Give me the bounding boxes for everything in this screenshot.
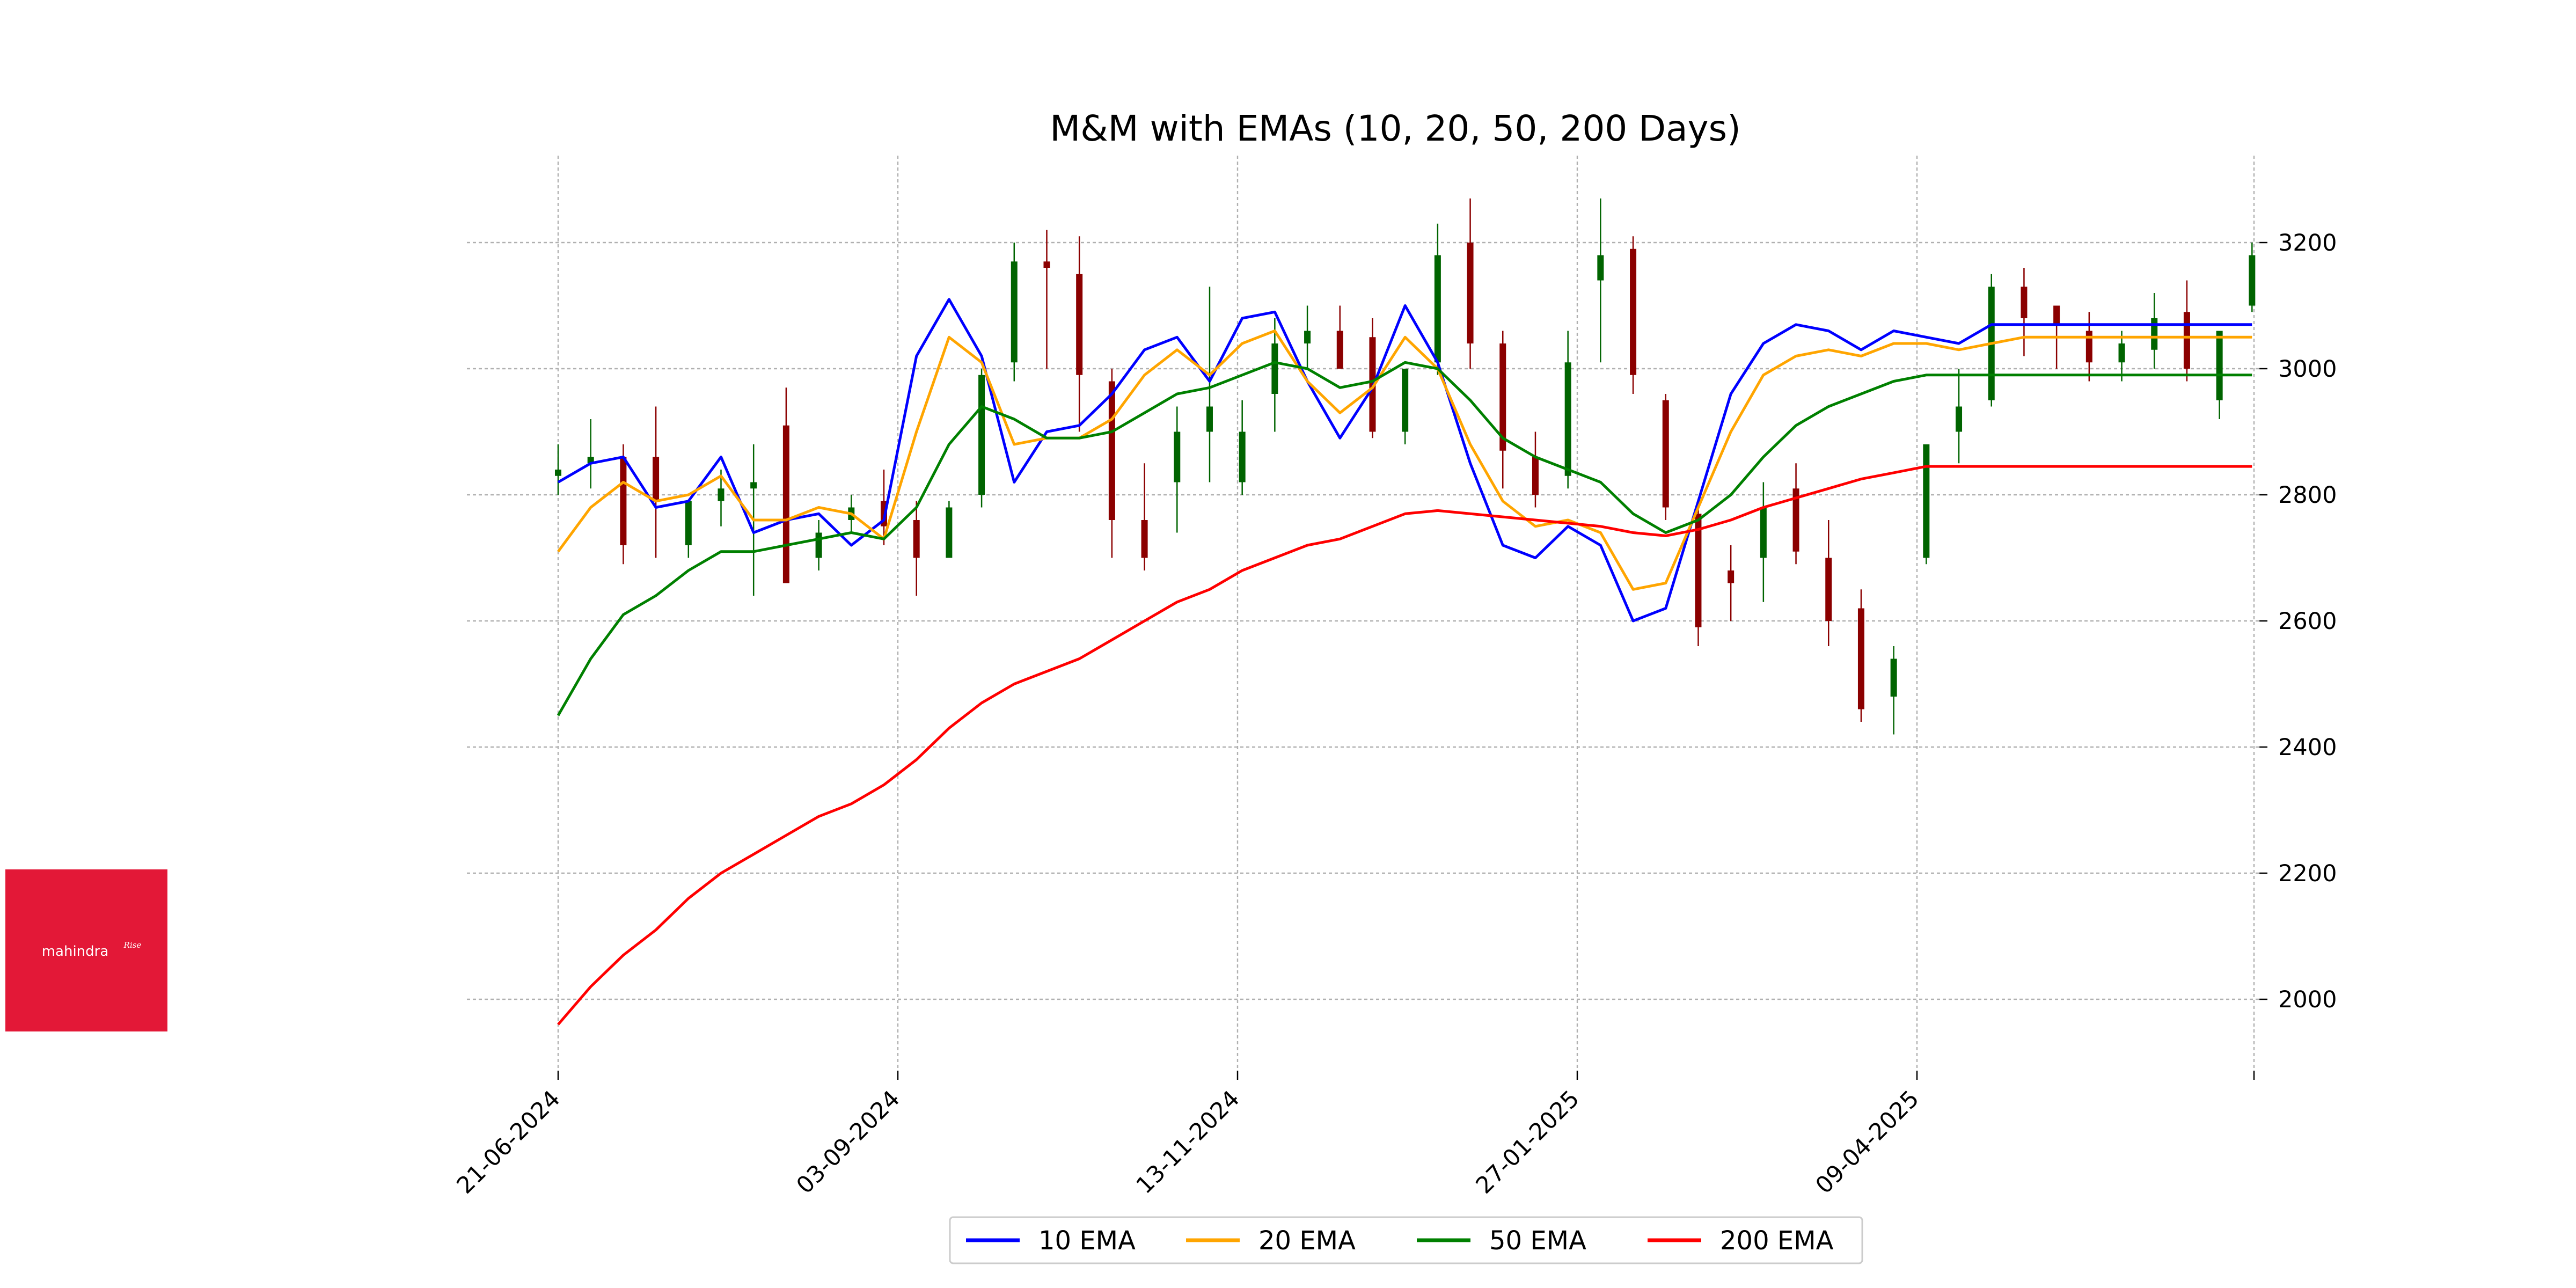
candle-body [718,488,724,501]
candle-body [1467,243,1474,343]
candle-body [2085,331,2092,363]
candle-body [1728,570,1735,583]
y-tick-label: 3200 [2278,230,2337,257]
candle-body [653,457,660,501]
grid-lines [467,156,2259,1068]
logo-background [5,869,167,1031]
candle-body [1434,255,1441,363]
candlesticks [555,198,2256,735]
candle-body [1923,444,1930,558]
candle-body [1141,520,1148,558]
candle-body [1174,431,1181,482]
candle-body [1336,331,1343,369]
candle-body [620,457,627,545]
candle-body [913,520,920,558]
x-tick-label: 21-06-2024 [452,1085,566,1199]
x-tick-label: 13-11-2024 [1131,1085,1245,1199]
50-ema-line [557,361,2252,716]
candle-body [1532,457,1539,495]
candle-body [2021,287,2028,318]
y-tick-label: 2000 [2278,986,2337,1013]
x-tick-label: 03-09-2024 [792,1085,905,1199]
candle-body [1402,369,1409,432]
mahindra-logo: mahindra Rise [5,869,167,1031]
candle-body [1956,406,1963,432]
y-tick-label: 2600 [2278,608,2337,635]
candle-body [1695,514,1702,627]
legend-frame [949,1216,1863,1264]
candle-body [1076,274,1083,375]
candle-body [587,457,594,464]
candle-body [1304,331,1311,343]
candle-body [2053,305,2060,325]
200-ema-line [557,465,2252,1026]
y-tick-label: 2400 [2278,734,2337,761]
candle-body [1206,406,1213,432]
candle-body [1011,261,1018,363]
candle-body [2216,331,2223,400]
candle-body [1662,400,1669,508]
candle-body [2249,255,2256,306]
candle-body [1825,558,1832,621]
legend-label-20-ema: 20 EMA [1258,1226,1356,1256]
candle-body [2183,312,2190,369]
candle-body [946,507,953,558]
candle-body [1499,343,1506,451]
logo-text: mahindra [42,943,109,960]
x-tick-label: 27-01-2025 [1471,1085,1585,1199]
candle-body [1630,248,1637,375]
candle-body [1108,381,1115,520]
legend-label-200-ema: 200 EMA [1720,1226,1834,1256]
candle-body [1271,343,1278,394]
candle-body [1760,507,1767,558]
y-tick-label: 2200 [2278,860,2337,887]
candle-body [1857,608,1864,709]
20-ema-line [557,330,2252,591]
ema-lines [557,298,2252,1026]
candle-body [815,532,822,558]
10-ema-line [557,298,2252,623]
candle-body [1792,488,1799,552]
y-tick-label: 2800 [2278,482,2337,509]
x-axis: 21-06-2024 03-09-2024 13-11-2024 27-01-2025… [452,1071,2255,1199]
candle-body [1597,255,1604,281]
candle-body [2118,343,2125,363]
candle-body [1890,658,1897,697]
candle-body [782,425,789,583]
candle-body [1239,431,1246,482]
y-axis: 2000 2200 2400 2600 2800 3000 3200 [2259,230,2337,1013]
legend-label-10-ema: 10 EMA [1038,1226,1136,1256]
candle-body [1564,362,1571,476]
candle-body [2151,318,2158,350]
candle-body [1043,261,1050,268]
legend: 10 EMA 20 EMA 50 EMA 200 EMA [949,1216,1863,1264]
chart-title: M&M with EMAs (10, 20, 50, 200 Days) [1050,108,1740,149]
candle-body [555,470,561,476]
candle-body [750,482,757,489]
logo-superscript: Rise [123,940,142,950]
y-tick-label: 3000 [2278,356,2337,383]
candle-body [978,375,985,495]
candle-body [685,501,692,545]
legend-label-50-ema: 50 EMA [1489,1226,1586,1256]
x-tick-label: 09-04-2025 [1811,1085,1924,1199]
